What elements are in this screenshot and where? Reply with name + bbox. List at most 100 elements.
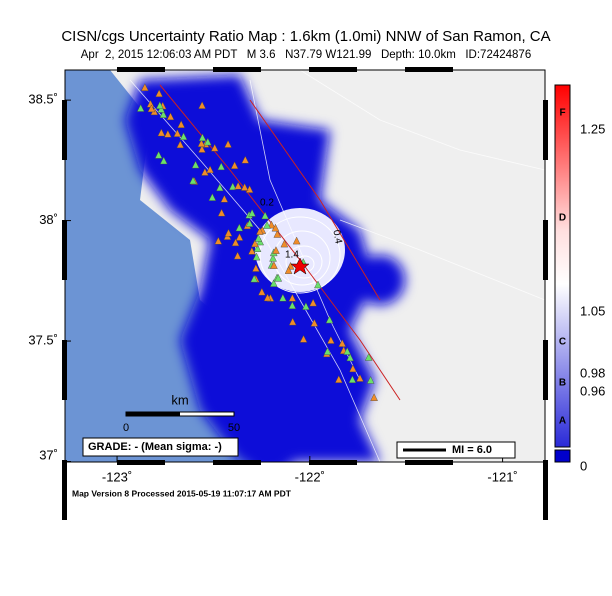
station	[253, 244, 262, 252]
colorbar-tick: 0.96	[580, 383, 605, 398]
station	[250, 274, 258, 283]
colorbar-labels: 1.25 1.05 0.98 0.96 0 F D C B A	[559, 108, 605, 474]
station	[154, 150, 163, 159]
lat-label: 37˚	[39, 447, 58, 462]
colorbar-grade: B	[559, 378, 566, 389]
station	[258, 287, 266, 296]
frame-segment	[309, 67, 357, 72]
lat-label: 37.5˚	[28, 332, 58, 347]
frame-segment	[405, 460, 453, 465]
station	[173, 129, 182, 137]
grade-box	[82, 437, 239, 457]
station	[155, 101, 164, 109]
frame-segment	[309, 460, 357, 465]
subtitle: Apr 2, 2015 12:06:03 AM PDT M 3.6 N37.79…	[81, 49, 531, 61]
station	[176, 140, 185, 149]
footer: Map Version 8 Processed 2015-05-19 11:07…	[72, 488, 292, 498]
frame-segment	[117, 67, 165, 72]
station	[177, 120, 185, 128]
scale-bar: km 0 50	[123, 392, 240, 433]
station	[288, 317, 297, 326]
station	[197, 139, 206, 147]
station	[228, 182, 237, 191]
station	[159, 156, 168, 165]
colorbar-grade: D	[559, 213, 566, 224]
epicenter	[290, 257, 310, 275]
station	[292, 236, 301, 245]
station	[235, 223, 244, 232]
station	[252, 264, 260, 272]
map-area: 0.2 0.4 1.4	[65, 70, 545, 462]
station	[241, 155, 250, 164]
grade: GRADE: - (Mean sigma: -)	[88, 441, 222, 453]
contour-label: 1.4	[285, 250, 299, 261]
station	[136, 104, 145, 112]
station	[235, 233, 244, 241]
station	[346, 353, 355, 362]
station	[220, 194, 229, 203]
lat-label: 38˚	[39, 212, 58, 227]
station	[208, 193, 217, 201]
station	[261, 211, 269, 220]
lon-label: -123˚	[102, 469, 132, 484]
frame-segment	[62, 220, 67, 280]
station	[263, 293, 272, 302]
station	[284, 266, 293, 274]
frame-segment	[117, 460, 165, 465]
station	[370, 393, 378, 401]
station	[343, 347, 352, 355]
frame-segment	[543, 100, 548, 160]
station	[348, 375, 357, 383]
frame-segment	[62, 100, 67, 160]
station	[338, 339, 347, 347]
frame-segment	[213, 460, 261, 465]
station	[309, 298, 317, 307]
station	[288, 293, 297, 302]
station	[364, 353, 373, 361]
station	[251, 239, 259, 248]
station	[164, 129, 172, 138]
station	[356, 374, 364, 382]
station	[349, 364, 357, 373]
title: CISN/cgs Uncertainty Ratio Map : 1.6km (…	[61, 28, 550, 45]
frame-segment	[62, 460, 67, 520]
station	[159, 110, 168, 118]
station	[179, 132, 188, 140]
station	[271, 223, 280, 232]
station	[230, 161, 239, 169]
station	[274, 273, 283, 282]
station	[334, 375, 343, 383]
station	[224, 140, 232, 148]
station	[280, 239, 289, 248]
station	[198, 145, 206, 153]
station	[224, 228, 233, 237]
colorbar-tick: 0	[580, 458, 587, 473]
station	[203, 137, 212, 146]
station	[210, 143, 219, 152]
station	[269, 279, 278, 287]
station	[216, 183, 224, 192]
station	[233, 251, 242, 260]
station	[245, 219, 254, 227]
frame-segment	[543, 460, 548, 520]
station	[198, 101, 206, 109]
station	[234, 181, 242, 190]
station	[263, 221, 271, 229]
station	[314, 280, 322, 289]
mi-legend-box	[396, 441, 516, 459]
station	[206, 165, 214, 174]
station	[198, 133, 207, 142]
station	[323, 347, 332, 355]
scale-tick: 50	[228, 422, 240, 434]
station	[273, 230, 282, 238]
uncertainty-zone	[125, 75, 405, 462]
station	[217, 162, 226, 171]
contour-label: 0.4	[330, 229, 343, 245]
frame-segment	[213, 67, 261, 72]
colorbar-tick: 1.05	[580, 303, 605, 318]
station	[201, 168, 209, 176]
station	[217, 208, 226, 217]
roads	[129, 70, 545, 462]
station	[270, 261, 278, 269]
station	[252, 252, 261, 261]
